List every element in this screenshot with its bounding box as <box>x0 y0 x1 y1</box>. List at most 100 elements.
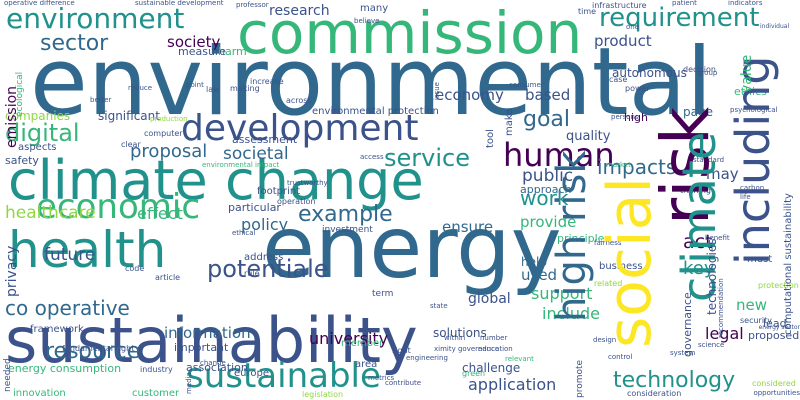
word-contribute: contribute <box>385 379 422 387</box>
word-challenge: challenge <box>462 361 521 375</box>
word-right: right <box>392 346 411 355</box>
word-co-operative: co operative <box>5 296 130 320</box>
word-page: page <box>683 105 713 119</box>
word-code: code <box>125 264 145 273</box>
word-policy: policy <box>241 215 289 234</box>
word-across: across <box>286 96 312 105</box>
word-believe: believe <box>354 17 380 25</box>
word-making: making <box>230 84 260 93</box>
word-example: example <box>298 202 393 227</box>
word-professor: professor <box>236 1 269 9</box>
word-energy: energy <box>262 198 562 298</box>
word-energy-sector: energy sector <box>758 324 800 331</box>
word-customer: customer <box>132 388 180 399</box>
word-proposal: proposal <box>130 141 208 162</box>
word-economic: economic <box>36 187 201 227</box>
word-lead: lead <box>763 317 787 330</box>
word-university: university <box>309 329 389 348</box>
word-governance: governance <box>681 292 694 357</box>
word-consumer: consumer <box>509 81 544 89</box>
word-particular: particular <box>228 201 281 214</box>
word-information: information <box>164 324 251 342</box>
word-ecological: ecological <box>15 71 25 117</box>
word-society: society <box>167 33 221 51</box>
word-infrastructure: infrastructure <box>592 1 647 10</box>
word-environmental-impact: environmental impact <box>202 161 280 169</box>
word-business: business <box>599 261 643 272</box>
word-significant: significant <box>98 109 160 123</box>
word-europe: europe <box>234 368 269 379</box>
word-power: power <box>625 84 650 93</box>
word-harm: harm <box>218 45 247 58</box>
word-operation: operation <box>277 197 316 206</box>
word-societal: societal <box>223 144 289 164</box>
word-value: value <box>739 54 755 93</box>
word-group: group <box>697 69 718 77</box>
word-engineering: engineering <box>406 354 448 362</box>
word-healthcare: healthcare <box>5 203 96 223</box>
word-future: future <box>44 245 96 265</box>
word-privacy: privacy <box>4 245 20 297</box>
word-sustainable: sustainable <box>186 356 381 396</box>
word-psychological: psychological <box>730 106 778 114</box>
word-application: application <box>468 375 557 394</box>
word-companies: companies <box>5 109 71 123</box>
word-requirement: requirement <box>599 3 760 33</box>
word-media: media <box>185 372 193 394</box>
word-approach: approach <box>520 183 572 196</box>
word-health: health <box>8 221 167 279</box>
word-environmental: environmental <box>30 28 713 137</box>
word-ensure: ensure <box>442 218 494 236</box>
word-potentiale: potentiale <box>207 255 329 283</box>
word-rule: rule <box>244 269 260 278</box>
word-important: important <box>174 341 229 354</box>
word-solutions: solutions <box>433 326 487 340</box>
word-design: design <box>593 336 617 344</box>
word-control: control <box>608 353 633 361</box>
word-state: state <box>430 302 448 310</box>
word-technology: technology <box>613 368 736 393</box>
word-goal: goal <box>523 107 571 132</box>
word-footprint: footprint <box>257 186 301 197</box>
word-global: global <box>468 291 511 307</box>
word-human: human <box>503 136 615 174</box>
word-sustainability: sustainability <box>5 304 418 377</box>
word-ethical: ethical <box>232 229 256 237</box>
word-principle: principle <box>557 232 605 245</box>
word-trustworthy: trustworthy <box>287 179 328 187</box>
word-time: time <box>578 7 597 16</box>
word-environment: environment <box>6 2 185 35</box>
word-impacts: impacts <box>597 155 677 179</box>
word-provide: provide <box>520 213 577 231</box>
word-promote: promote <box>575 359 585 398</box>
word-consideration: consideration <box>627 389 682 398</box>
word-safety: safety <box>5 154 39 167</box>
word-high: high <box>624 111 648 124</box>
word-climate-change: climate change <box>8 149 424 212</box>
word-support: support <box>531 284 593 303</box>
word-within: within <box>444 334 466 342</box>
word-term: term <box>372 289 394 299</box>
word-service: service <box>384 144 470 172</box>
word-development: development <box>181 108 419 149</box>
word-related: related <box>594 279 623 288</box>
word-needed: needed <box>3 358 13 392</box>
word-may: may <box>706 165 739 183</box>
word-life: life <box>740 193 751 201</box>
word-considered: considered <box>752 379 796 388</box>
word-system: system <box>670 349 696 357</box>
word-quality: quality <box>566 129 611 144</box>
word-law: law <box>206 85 220 94</box>
word-assessment: assessment <box>232 133 298 146</box>
word-ethics: ethics <box>734 85 767 98</box>
word-operative-difference: operative difference <box>4 0 75 7</box>
word-measure: measure <box>178 45 226 58</box>
word-standard: standard <box>693 156 725 164</box>
word-computational-sustainability: computational sustainability <box>783 193 794 335</box>
word-education: education <box>478 345 513 353</box>
word-public: public <box>522 166 574 186</box>
word-fundamental-right: fundamental right <box>62 344 135 353</box>
word-benefit: benefit <box>705 234 730 242</box>
word-many: many <box>360 3 389 14</box>
